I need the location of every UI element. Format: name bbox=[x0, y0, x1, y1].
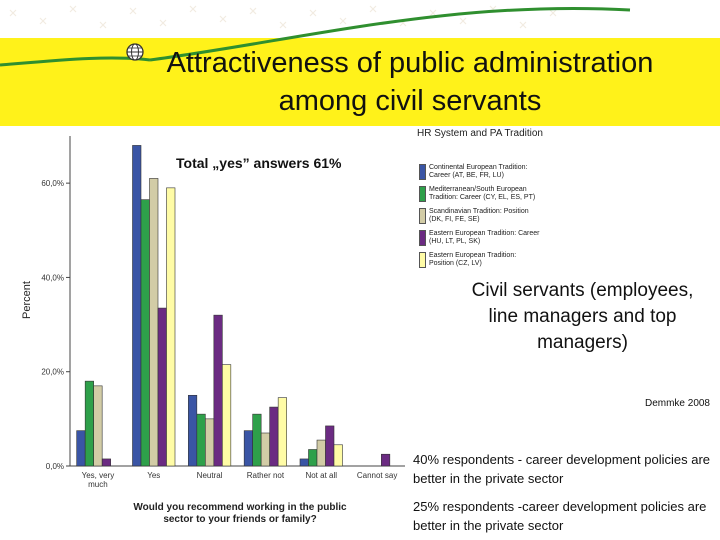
bar-2-1 bbox=[84, 380, 94, 467]
legend-swatch bbox=[419, 252, 426, 268]
chart-legend: HR System and PA Tradition Continental E… bbox=[415, 126, 545, 274]
legend-item-2: Mediterranean/South European Tradition: … bbox=[419, 186, 545, 202]
civil-servants-label: Civil servants (employees, line managers… bbox=[471, 280, 694, 353]
x-tick-label: Yes, very much bbox=[82, 471, 115, 489]
y-tick-label: 60,0% bbox=[41, 179, 64, 188]
legend-swatch bbox=[419, 186, 426, 202]
slide-title-line-1: Attractiveness of public administration bbox=[166, 47, 654, 79]
bar-1-5 bbox=[299, 458, 309, 467]
bar-3-3 bbox=[205, 418, 215, 467]
note-career-25: 25% respondents -career development poli… bbox=[413, 499, 707, 533]
legend-label: Mediterranean/South European Tradition: … bbox=[429, 186, 536, 201]
bar-2-2 bbox=[140, 199, 150, 467]
bar-5-5 bbox=[333, 444, 343, 467]
bar-5-4 bbox=[277, 397, 287, 467]
legend-swatch bbox=[419, 230, 426, 246]
y-axis-label: Percent bbox=[21, 281, 33, 319]
bar-4-6 bbox=[381, 453, 391, 467]
slide-title-line-2: among civil servants bbox=[278, 85, 542, 117]
bar-1-2 bbox=[132, 145, 142, 467]
bar-3-5 bbox=[316, 439, 326, 467]
x-tick-label: Neutral bbox=[197, 471, 223, 480]
legend-item-4: Eastern European Tradition: Career (HU, … bbox=[419, 230, 545, 246]
y-tick-label: 20,0% bbox=[41, 368, 64, 377]
legend-label: Scandinavian Tradition: Position (DK, FI… bbox=[429, 208, 529, 223]
title-band bbox=[0, 38, 720, 126]
bar-2-5 bbox=[308, 449, 318, 467]
bar-5-3 bbox=[222, 364, 232, 467]
bar-1-1 bbox=[76, 430, 86, 467]
bar-chart: 0,0% 20,0% 40,0% 60,0% Percent Yes, very much Y… bbox=[0, 130, 415, 540]
legend-title: HR System and PA Tradition bbox=[417, 128, 543, 139]
x-tick-label: Cannot say bbox=[357, 471, 397, 480]
bar-4-1 bbox=[101, 458, 111, 467]
bar-1-3 bbox=[188, 394, 198, 467]
bar-2-4 bbox=[252, 413, 262, 467]
slide-title: Attractiveness of public administration … bbox=[110, 44, 710, 120]
y-tick-label: 0,0% bbox=[46, 462, 64, 471]
bar-5-2 bbox=[166, 187, 176, 467]
legend-swatch bbox=[419, 164, 426, 180]
note-career-40: 40% respondents - career development pol… bbox=[413, 452, 711, 486]
legend-label: Continental European Tradition: Career (… bbox=[429, 164, 528, 179]
chart-background bbox=[0, 130, 415, 540]
bar-4-4 bbox=[269, 406, 279, 467]
bar-3-2 bbox=[149, 178, 159, 467]
bar-4-3 bbox=[213, 314, 223, 467]
total-yes-label: Total „yes” answers 61% bbox=[176, 155, 342, 171]
bar-4-2 bbox=[157, 307, 167, 467]
x-tick-label: Not at all bbox=[305, 471, 337, 480]
legend-label: Eastern European Tradition: Career (HU, … bbox=[429, 230, 540, 245]
legend-item-5: Eastern European Tradition: Position (CZ… bbox=[419, 252, 545, 268]
source-label: Demmke 2008 bbox=[644, 398, 710, 409]
y-tick-label: 40,0% bbox=[41, 273, 64, 282]
bar-1-4 bbox=[243, 430, 253, 467]
legend-item-3: Scandinavian Tradition: Position (DK, FI… bbox=[419, 208, 545, 224]
legend-label: Eastern European Tradition: Position (CZ… bbox=[429, 252, 517, 267]
bar-4-5 bbox=[325, 425, 335, 467]
decorative-wave bbox=[0, 5, 631, 67]
legend-item-1: Continental European Tradition: Career (… bbox=[419, 164, 545, 180]
bar-2-3 bbox=[196, 413, 206, 467]
globe-icon bbox=[126, 43, 144, 61]
x-tick-label: Rather not bbox=[247, 471, 285, 480]
bar-3-1 bbox=[93, 385, 103, 467]
x-axis-label: Would you recommend working in the publi… bbox=[133, 502, 347, 525]
bar-3-4 bbox=[260, 432, 270, 467]
legend-swatch bbox=[419, 208, 426, 224]
x-tick-label: Yes bbox=[147, 471, 160, 480]
